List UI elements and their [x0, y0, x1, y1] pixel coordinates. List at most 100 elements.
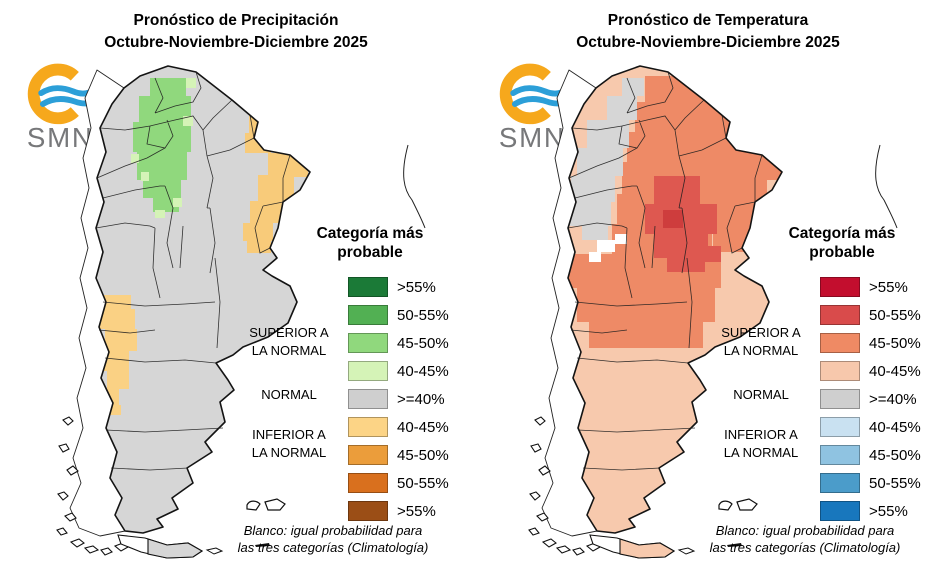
temperature-map [528, 65, 898, 559]
chilean-islands [66, 465, 79, 476]
legend-label: >55% [397, 502, 436, 520]
footnote-line: las tres categorías (Climatología) [237, 539, 429, 555]
legend-item: 45-50% [348, 445, 449, 465]
sun-icon [499, 63, 551, 125]
group-label-line: LA NORMAL [723, 444, 799, 460]
legend-label: 40-45% [869, 418, 921, 436]
coast-dash [255, 543, 270, 547]
chilean-islands [572, 547, 585, 556]
panel-title: Pronóstico de Precipitación Octubre-Novi… [0, 10, 472, 53]
legend-swatch [348, 501, 388, 521]
legend-item: >=40% [820, 389, 921, 409]
legend-footnote: Blanco: igual probabilidad para las tres… [226, 523, 440, 557]
legend-item: 45-50% [348, 333, 449, 353]
legend-item: 50-55% [348, 473, 449, 493]
chilean-islands [58, 443, 70, 453]
group-label-line: LA NORMAL [251, 342, 327, 358]
legend-swatch [820, 473, 860, 493]
smn-logo: SMN [27, 63, 99, 152]
legend-swatch [820, 445, 860, 465]
panel-title: Pronóstico de Temperatura Octubre-Noviem… [472, 10, 944, 53]
legend-heading: Categoría más probable [742, 224, 942, 263]
legend-label: 45-50% [397, 446, 449, 464]
legend-swatch [348, 333, 388, 353]
group-label-normal: NORMAL [240, 386, 338, 404]
isla-de-los-estados [677, 547, 696, 555]
malvinas-islands [736, 498, 758, 511]
legend-item: 40-45% [348, 417, 449, 437]
legend-item: >55% [820, 501, 921, 521]
group-label-above-normal: SUPERIOR A LA NORMAL [240, 324, 338, 359]
chilean-islands [64, 512, 77, 522]
legend-label: 45-50% [869, 446, 921, 464]
legend-label: 40-45% [869, 362, 921, 380]
group-label-line: NORMAL [733, 387, 789, 402]
group-label-below-normal: INFERIOR A LA NORMAL [712, 426, 810, 461]
legend-swatch [820, 305, 860, 325]
group-label-normal: NORMAL [712, 386, 810, 404]
group-label-line: INFERIOR A [724, 427, 798, 442]
group-label-line: SUPERIOR A [721, 325, 801, 340]
forecast-cells [569, 76, 782, 348]
footnote-line: Blanco: igual probabilidad para [243, 523, 423, 538]
chilean-islands [538, 465, 551, 476]
legend-rows: >55% 50-55% 45-50% 40-45% >=40% 40-45% 45-50% 5… [820, 277, 921, 529]
group-label-line: NORMAL [261, 387, 317, 402]
legend-item: 45-50% [820, 333, 921, 353]
chilean-islands [57, 491, 69, 501]
legend-label: >55% [397, 278, 436, 296]
legend-label: 45-50% [869, 334, 921, 352]
malvinas-islands [718, 500, 733, 511]
legend-item: 40-45% [820, 361, 921, 381]
legend-swatch [348, 389, 388, 409]
legend-label: 50-55% [869, 474, 921, 492]
legend-swatch [348, 445, 388, 465]
legend-swatch [820, 333, 860, 353]
legend-swatch [820, 361, 860, 381]
footnote-line: las tres categorías (Climatología) [709, 539, 901, 555]
chilean-islands [100, 547, 113, 556]
legend-item: >55% [820, 277, 921, 297]
chilean-islands [83, 545, 100, 554]
chilean-islands [69, 538, 85, 548]
group-label-line: INFERIOR A [252, 427, 326, 442]
legend-item: >55% [348, 277, 449, 297]
legend-label: 50-55% [397, 474, 449, 492]
legend-label: >55% [869, 502, 908, 520]
group-label-line: SUPERIOR A [249, 325, 329, 340]
group-label-above-normal: SUPERIOR A LA NORMAL [712, 324, 810, 359]
province-borders [95, 71, 291, 471]
legend-label: 45-50% [397, 334, 449, 352]
legend-heading: Categoría más probable [270, 224, 470, 263]
legend-swatch [820, 277, 860, 297]
legend-swatch [820, 501, 860, 521]
group-label-line: LA NORMAL [723, 342, 799, 358]
title-line-2: Octubre-Noviembre-Diciembre 2025 [104, 33, 368, 51]
temperature-legend: Categoría más probable >55% 50-55% 45-50% 4… [712, 220, 944, 525]
legend-label: >55% [869, 278, 908, 296]
province-borders [567, 71, 763, 471]
legend-swatch [348, 417, 388, 437]
chilean-islands [528, 527, 540, 536]
legend-item: 40-45% [820, 417, 921, 437]
legend-item: 40-45% [348, 361, 449, 381]
legend-heading-line-1: Categoría más [788, 225, 896, 242]
legend-item: >55% [348, 501, 449, 521]
tierra-del-fuego-argentina [147, 538, 204, 559]
legend-footnote: Blanco: igual probabilidad para las tres… [698, 523, 912, 557]
brazil-coastline [875, 144, 898, 229]
smn-logo-text: SMN [27, 122, 94, 152]
smn-logo-text: SMN [499, 122, 566, 152]
title-line-2: Octubre-Noviembre-Diciembre 2025 [576, 33, 840, 51]
legend-swatch [348, 305, 388, 325]
legend-heading-line-1: Categoría más [316, 225, 424, 242]
legend-label: >=40% [397, 390, 445, 408]
temperature-panel: Pronóstico de Temperatura Octubre-Noviem… [472, 0, 944, 566]
legend-swatch [348, 277, 388, 297]
legend-heading-line-2: probable [809, 244, 875, 262]
legend-rows: >55% 50-55% 45-50% 40-45% >=40% 40-45% 45-50% 5… [348, 277, 449, 529]
group-label-below-normal: INFERIOR A LA NORMAL [240, 426, 338, 461]
legend-swatch [820, 417, 860, 437]
legend-heading-line-2: probable [337, 244, 403, 262]
legend-label: 40-45% [397, 418, 449, 436]
